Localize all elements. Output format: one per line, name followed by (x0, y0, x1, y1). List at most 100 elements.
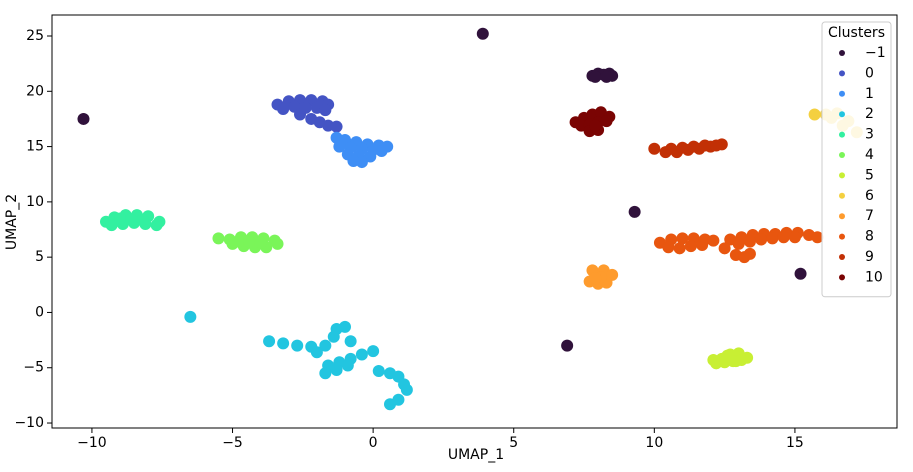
point (136, 213, 149, 226)
plot-frame (51, 14, 898, 429)
point (710, 139, 723, 152)
legend-marker (839, 172, 845, 179)
y-tick-label: 25 (26, 28, 44, 44)
y-axis-label: UMAP_2 (4, 194, 20, 250)
point (589, 70, 602, 83)
point (794, 267, 807, 280)
point (125, 213, 138, 226)
point (561, 339, 574, 352)
point (400, 383, 413, 396)
point (589, 119, 602, 132)
point (243, 235, 256, 248)
point (589, 272, 602, 285)
point (114, 212, 127, 225)
x-axis-label: UMAP_1 (448, 447, 504, 463)
point (291, 339, 304, 352)
legend-marker (839, 192, 845, 199)
point (766, 232, 779, 245)
legend-label: 7 (865, 208, 874, 224)
point (310, 346, 323, 359)
x-tick-label: −10 (77, 435, 107, 451)
point (735, 353, 748, 366)
point (184, 310, 197, 323)
y-tick-label: −5 (23, 360, 44, 376)
point (808, 108, 821, 121)
point (319, 367, 332, 380)
point (676, 232, 689, 245)
legend-marker (839, 70, 845, 77)
point (777, 231, 790, 244)
point (707, 234, 720, 247)
point (372, 365, 385, 378)
point (375, 145, 388, 158)
x-tick-label: 0 (369, 435, 378, 451)
y-tick-label: 20 (26, 83, 44, 99)
point (673, 242, 686, 255)
legend-label: −1 (865, 45, 886, 61)
point (392, 393, 405, 406)
point (367, 345, 380, 358)
point (662, 241, 675, 254)
legend-marker (839, 50, 845, 56)
point (333, 140, 346, 153)
point (150, 219, 163, 232)
y-tick-label: 10 (26, 194, 44, 210)
legend-label: 4 (865, 147, 874, 163)
point (698, 139, 711, 152)
legend-label: 9 (865, 249, 874, 265)
point (628, 205, 641, 218)
point (687, 140, 700, 153)
point (600, 115, 613, 128)
legend-marker (839, 90, 845, 97)
legend-label: 2 (865, 106, 874, 122)
point (476, 27, 489, 40)
x-tick-label: 10 (645, 435, 663, 451)
x-tick-label: −5 (222, 435, 243, 451)
point (341, 359, 354, 372)
point (743, 247, 756, 260)
point (676, 141, 689, 154)
y-tick-label: −10 (14, 415, 44, 431)
point (755, 233, 768, 246)
point (718, 242, 731, 255)
legend-label: 8 (865, 229, 874, 245)
point (294, 108, 307, 121)
point (743, 235, 756, 248)
legend-marker (839, 254, 845, 260)
point (648, 142, 661, 155)
point (263, 335, 276, 348)
point (600, 70, 613, 83)
legend-label: 0 (865, 65, 874, 81)
legend-title: Clusters (828, 25, 885, 41)
y-tick-label: 15 (26, 139, 44, 155)
point (665, 142, 678, 155)
point (330, 120, 343, 133)
point (319, 339, 332, 352)
point (254, 236, 267, 249)
point (355, 156, 368, 169)
legend-marker (839, 233, 845, 240)
legend-label: 1 (865, 86, 874, 102)
point (339, 320, 352, 333)
legend-label: 5 (865, 167, 874, 183)
point (319, 104, 332, 117)
point (232, 235, 245, 248)
y-tick-label: 0 (35, 304, 44, 320)
legend-marker (839, 131, 845, 138)
point (105, 219, 118, 232)
point (811, 231, 824, 244)
legend-marker (839, 274, 845, 281)
legend-label: 3 (865, 127, 874, 143)
point (355, 348, 368, 361)
point (77, 112, 90, 125)
point (684, 240, 697, 253)
legend-marker (839, 111, 845, 118)
y-tick-label: 5 (35, 249, 44, 265)
point (696, 238, 709, 251)
point (277, 102, 290, 115)
legend-marker (839, 152, 845, 158)
legend-box (821, 21, 892, 298)
point (330, 363, 343, 376)
point (327, 330, 340, 343)
x-tick-label: 5 (509, 435, 518, 451)
